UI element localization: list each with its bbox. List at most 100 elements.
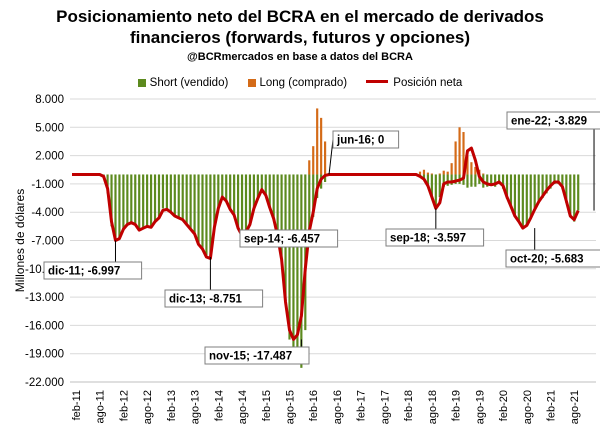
bar-long [450, 163, 453, 175]
y-tick-label: 8.000 [35, 94, 64, 106]
annotation-callout: sep-14; -6.457 [239, 229, 339, 248]
y-tick-label: -7.000 [31, 236, 64, 248]
annotation-label: jun-16; 0 [336, 135, 384, 147]
bar-short [264, 174, 267, 196]
annotation-box [204, 346, 310, 365]
annotation-label: ene-22; -3.829 [511, 116, 587, 128]
bar-layer [102, 108, 580, 368]
x-tick-label: ago-15 [284, 390, 296, 424]
bar-short [181, 174, 184, 219]
axes-layer: 8.0005.0002.000-1.000-4.000-7.000-10.000… [13, 94, 596, 424]
bar-short [537, 174, 540, 203]
bar-short [442, 174, 445, 187]
bar-short [541, 174, 544, 199]
bar-short [248, 174, 252, 226]
bar-short [130, 174, 133, 222]
chart-title: Posicionamiento neto del BCRA en el merc… [0, 6, 600, 48]
bar-short [565, 174, 568, 203]
bar-short [521, 174, 524, 229]
bar-short [268, 174, 271, 208]
annotation-callout: nov-15; -17.487 [204, 339, 310, 365]
annotation-box [506, 111, 600, 130]
bar-short [189, 174, 192, 230]
bar-short [221, 174, 224, 197]
bar-long [438, 173, 441, 175]
annotation-box [505, 249, 600, 268]
bar-short [240, 174, 244, 236]
net-line-layer [72, 146, 580, 341]
bar-short [308, 174, 311, 236]
bar-long [430, 173, 433, 175]
bar-short [450, 174, 453, 185]
bar-short [280, 174, 283, 260]
bar-long [482, 173, 485, 175]
bar-short [533, 174, 536, 210]
bar-short [470, 174, 473, 187]
legend: Short (vendido) Long (comprado) Posición… [0, 77, 600, 89]
bar-short [134, 174, 137, 224]
annotation-callout: dic-11; -6.997 [43, 240, 143, 280]
x-tick-label: ago-18 [427, 390, 439, 424]
bar-long [324, 141, 327, 175]
y-tick-label: -13.000 [25, 292, 64, 304]
bar-short [146, 174, 149, 226]
bar-short [122, 174, 125, 230]
y-tick-label: 5.000 [35, 122, 64, 134]
bar-short [569, 174, 572, 217]
x-tick-label: feb-14 [213, 390, 225, 421]
x-tick-label: feb-15 [261, 390, 273, 421]
bar-short [149, 174, 153, 227]
bar-short [126, 174, 129, 224]
bar-short [225, 174, 228, 201]
x-tick-label: feb-17 [356, 390, 368, 421]
bar-short [513, 174, 517, 217]
bar-long [442, 170, 445, 175]
bar-short [197, 174, 200, 245]
bar-short [304, 174, 307, 331]
x-tick-label: ago-19 [474, 390, 486, 424]
legend-swatch-long [247, 79, 256, 87]
bar-short [553, 174, 556, 184]
x-tick-label: feb-20 [498, 390, 510, 421]
annotation-box [164, 289, 264, 308]
bar-short [256, 174, 259, 198]
annotation-callout: oct-20; -5.683 [505, 228, 600, 268]
bar-short [229, 174, 232, 211]
bar-short [517, 174, 520, 222]
bar-short [201, 174, 204, 249]
legend-item-net: Posición neta [366, 77, 462, 89]
x-tick-label: feb-19 [451, 390, 463, 421]
bar-short [296, 174, 299, 359]
y-tick-label: -22.000 [25, 377, 64, 389]
bar-short [498, 174, 501, 183]
bar-short [494, 174, 497, 187]
bar-short [292, 174, 295, 349]
bar-short [260, 174, 263, 189]
bar-short [193, 174, 196, 234]
annotation-box [239, 229, 339, 248]
bar-short [233, 174, 236, 216]
bar-short [490, 174, 493, 186]
bar-short [161, 174, 165, 209]
bar-long [312, 146, 315, 175]
x-tick-label: feb-18 [403, 390, 415, 421]
legend-item-long: Long (comprado) [247, 77, 347, 89]
bar-short [454, 174, 457, 184]
x-tick-label: feb-21 [546, 390, 558, 421]
x-tick-label: ago-11 [95, 390, 107, 423]
annotation-callout: sep-18; -3.597 [385, 208, 485, 247]
bar-short [213, 174, 216, 228]
bar-short [426, 174, 430, 187]
bar-long [458, 127, 461, 175]
bar-short [209, 174, 212, 260]
x-tick-label: feb-16 [308, 390, 320, 421]
x-tick-label: feb-11 [71, 390, 83, 420]
y-tick-label: -16.000 [25, 320, 64, 332]
bar-short [272, 174, 275, 219]
chart-title-line-1: Posicionamiento neto del BCRA en el merc… [56, 7, 544, 26]
annotation-label: nov-15; -17.487 [209, 351, 292, 363]
bar-short [430, 174, 433, 199]
bar-short [573, 174, 576, 222]
bar-short [549, 174, 552, 189]
bar-short [300, 174, 303, 368]
